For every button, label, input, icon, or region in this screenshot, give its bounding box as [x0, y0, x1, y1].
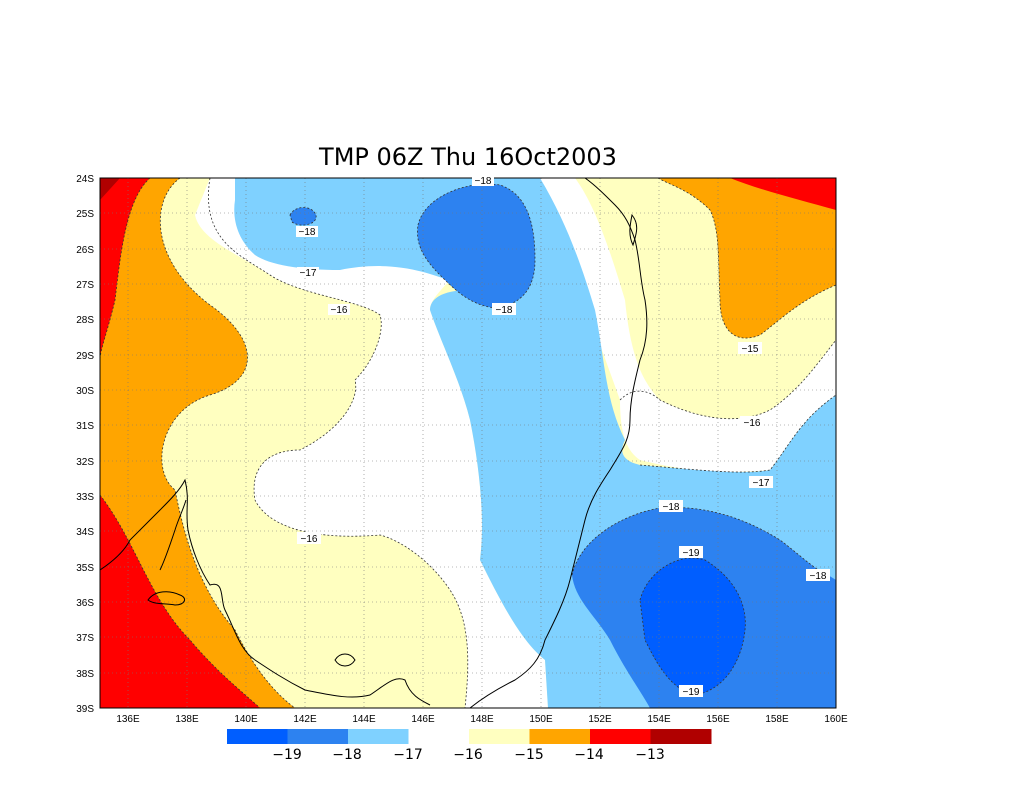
band-minus14-to-minus13-northeast — [730, 178, 836, 210]
y-tick-label: 29S — [76, 351, 94, 362]
x-tick-label: 142E — [293, 714, 317, 725]
y-tick-label: 24S — [76, 174, 94, 185]
x-tick-label: 138E — [175, 714, 199, 725]
colorbar-swatch — [227, 729, 288, 744]
colorbar-swatch — [287, 729, 349, 744]
contour-label-g: −16 — [744, 418, 761, 429]
x-tick-label: 160E — [824, 714, 848, 725]
temperature-field — [100, 178, 836, 708]
band-minus15-to-minus14-west — [100, 178, 295, 708]
x-tick-label: 150E — [529, 714, 553, 725]
contour-label-bg — [738, 342, 762, 354]
y-tick-label: 31S — [76, 421, 94, 432]
contour-label-group: −18 −18 −17 −16 −18 −15 −16 −17 −16 −18 … — [296, 175, 830, 698]
colorbar-label: −15 — [514, 747, 544, 763]
contour-lines — [100, 178, 836, 708]
band-minus17-to-minus16-west — [195, 178, 548, 708]
map-title: TMP 06Z Thu 16Oct2003 — [318, 143, 617, 171]
contour-label-m: −19 — [683, 687, 700, 698]
colorbar-swatch — [529, 729, 591, 744]
contour-label-bg — [328, 304, 350, 315]
colorbar-label: −14 — [574, 747, 604, 763]
contour-label-c: −17 — [300, 268, 317, 279]
contour-label-e: −18 — [496, 305, 513, 316]
band-minus19-to-minus18-northwest-small — [290, 207, 317, 226]
contour-label-bg — [806, 569, 830, 581]
contour-label-j: −18 — [663, 502, 680, 513]
y-tick-label: 38S — [76, 669, 94, 680]
band-minus17-to-minus16-east — [540, 178, 836, 472]
y-tick-label: 32S — [76, 457, 94, 468]
colorbar-label: −17 — [393, 747, 423, 763]
x-tick-label: 158E — [765, 714, 789, 725]
band-minus19-to-minus18-north — [417, 184, 535, 308]
contour-label-bg — [297, 532, 321, 544]
y-tick-label: 33S — [76, 492, 94, 503]
contour-label-bg — [659, 500, 683, 512]
y-tick-label: 36S — [76, 598, 94, 609]
y-tick-label: 35S — [76, 563, 94, 574]
contour-label-i: −16 — [301, 534, 318, 545]
contour-label-bg — [296, 226, 318, 237]
contour-label-bg — [679, 685, 703, 697]
colorbar-label: −13 — [635, 747, 665, 763]
contour-label-bg — [749, 476, 773, 488]
colorbar-swatch — [348, 729, 409, 744]
band-below-minus19-core — [640, 558, 746, 695]
x-tick-label: 146E — [411, 714, 435, 725]
colorbar-label: −18 — [332, 747, 362, 763]
contour-label-bg — [740, 416, 764, 428]
colorbar-swatch — [590, 729, 651, 744]
x-axis-ticks: 136E 138E 140E 142E 144E 146E 148E 150E … — [116, 714, 848, 725]
y-tick-label: 26S — [76, 245, 94, 256]
colorbar-swatch — [408, 729, 470, 744]
plot-frame — [99, 177, 837, 709]
y-tick-label: 37S — [76, 633, 94, 644]
colorbar-labels: −19 −18 −17 −16 −15 −14 −13 — [272, 747, 665, 763]
x-tick-label: 148E — [470, 714, 494, 725]
contour-label-a: −18 — [475, 176, 492, 187]
colorbar-swatch — [650, 729, 712, 744]
contour-label-d: −16 — [331, 305, 348, 316]
x-tick-label: 152E — [588, 714, 612, 725]
contour-label-bg — [679, 546, 703, 558]
colorbar — [227, 729, 712, 744]
contour-label-bg — [492, 303, 516, 315]
x-tick-label: 140E — [234, 714, 258, 725]
y-tick-label: 27S — [76, 280, 94, 291]
x-tick-label: 144E — [352, 714, 376, 725]
band-below-minus13-corner — [100, 178, 120, 200]
colorbar-label: −16 — [453, 747, 483, 763]
x-tick-label: 156E — [706, 714, 730, 725]
contour-label-k: −19 — [683, 548, 700, 559]
contour-label-bg — [472, 175, 494, 186]
y-tick-label: 34S — [76, 527, 94, 538]
y-tick-label: 30S — [76, 386, 94, 397]
contour-label-l: −18 — [810, 571, 827, 582]
contour-label-f: −15 — [742, 344, 759, 355]
y-tick-label: 25S — [76, 209, 94, 220]
colorbar-label: −19 — [272, 747, 302, 763]
x-tick-label: 136E — [116, 714, 140, 725]
contour-label-bg — [297, 267, 319, 278]
y-axis-ticks: 24S 25S 26S 27S 28S 29S 30S 31S 32S 33S … — [76, 174, 94, 715]
y-tick-label: 28S — [76, 315, 94, 326]
map-grid — [100, 178, 836, 708]
band-minus15-to-minus14-northeast — [658, 178, 836, 339]
contour-label-b: −18 — [299, 227, 316, 238]
colorbar-swatch — [469, 729, 530, 744]
y-tick-label: 39S — [76, 704, 94, 715]
band-minus14-to-minus13-west — [100, 178, 260, 708]
x-tick-label: 154E — [647, 714, 671, 725]
contour-label-h: −17 — [753, 478, 770, 489]
coastline — [100, 178, 648, 708]
